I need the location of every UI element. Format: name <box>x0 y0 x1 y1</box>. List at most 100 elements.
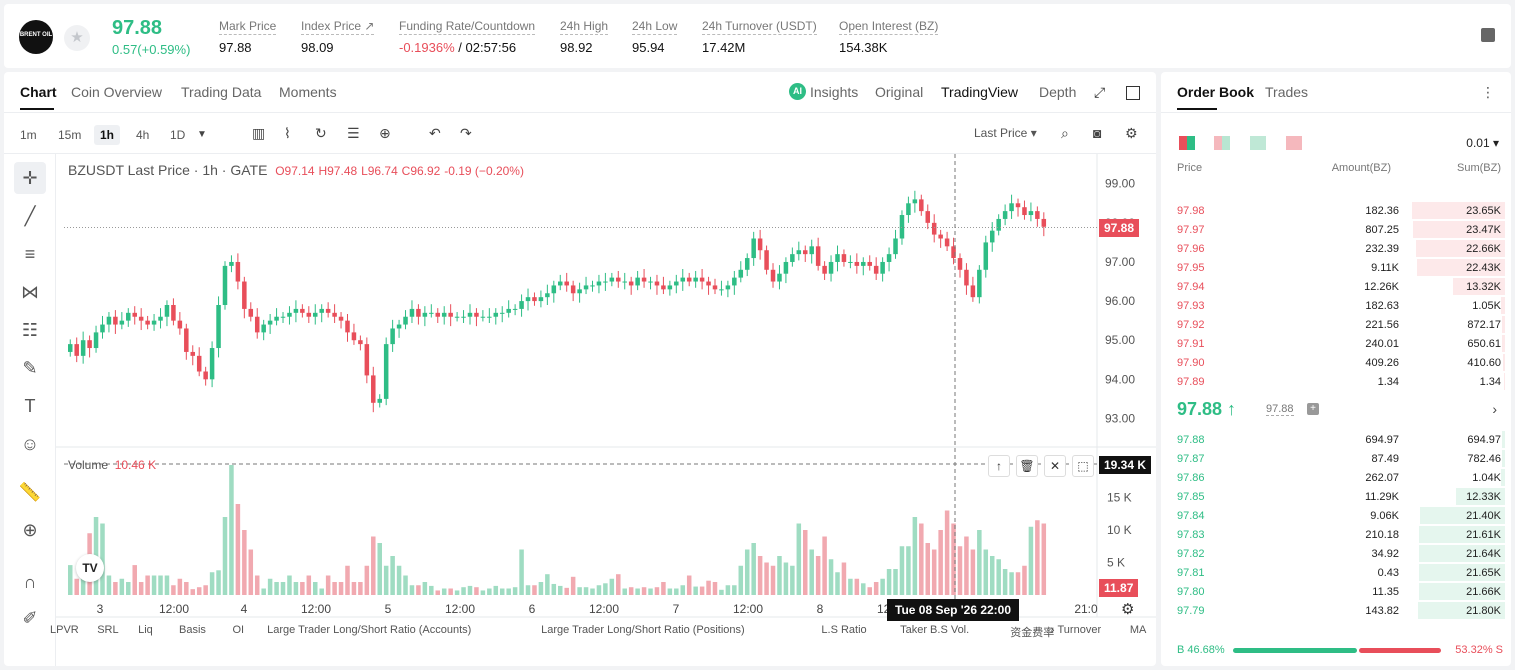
tradingview-logo-icon[interactable]: TV <box>76 554 104 582</box>
pencil-lock-tool-icon[interactable]: ✐ <box>22 608 38 628</box>
ruler-tool-icon[interactable]: 📏 <box>18 482 42 502</box>
timeframe-1d[interactable]: 1D <box>170 128 186 142</box>
indicator-toggle[interactable]: OI <box>232 624 245 636</box>
tab-moments[interactable]: Moments <box>279 84 337 100</box>
bid-row[interactable]: 97.85 11.29K 12.33K <box>1161 487 1511 506</box>
ask-row[interactable]: 97.96 232.39 22.66K <box>1161 239 1511 258</box>
tab-trades[interactable]: Trades <box>1265 84 1309 100</box>
pattern-tool-icon[interactable]: ⋈ <box>21 282 39 302</box>
magnet-tool-icon[interactable]: ∩ <box>23 572 37 592</box>
chevron-right-icon[interactable]: › <box>1492 401 1497 417</box>
tab-chart[interactable]: Chart <box>20 84 57 100</box>
timeframe-15m[interactable]: 15m <box>58 128 82 142</box>
replay-icon[interactable]: ↻ <box>315 125 327 141</box>
view-insights[interactable]: Insights <box>810 84 859 100</box>
indicator-toggle[interactable]: SRL <box>97 624 119 636</box>
ask-row[interactable]: 97.91 240.01 650.61 <box>1161 334 1511 353</box>
ask-row[interactable]: 97.97 807.25 23.47K <box>1161 220 1511 239</box>
horizontal-lines-tool-icon[interactable]: ≡ <box>24 244 36 264</box>
both-sides-view-icon[interactable] <box>1179 136 1195 150</box>
indicator-toggle[interactable]: L.S Ratio <box>821 624 867 636</box>
emoji-tool-icon[interactable]: ☺ <box>20 434 40 454</box>
settings-gear-icon[interactable]: ⚙ <box>1125 125 1138 141</box>
indicator-toggle[interactable]: Taker B.S Vol. <box>900 624 970 636</box>
add-indicator-icon[interactable]: ⊕ <box>379 125 391 141</box>
indicator-toggle[interactable]: LPVR <box>50 624 79 636</box>
indicator-toggle[interactable]: MA <box>1129 624 1147 636</box>
depth-bar <box>1501 469 1505 486</box>
ask-row[interactable]: 97.94 12.26K 13.32K <box>1161 277 1511 296</box>
ask-row[interactable]: 97.93 182.63 1.05K <box>1161 296 1511 315</box>
brush-tool-icon[interactable]: ✎ <box>22 358 38 378</box>
asks-only-view-icon[interactable] <box>1286 136 1302 150</box>
candle-body <box>1028 211 1034 216</box>
fibonacci-tool-icon[interactable]: ☷ <box>21 320 39 340</box>
ask-row[interactable]: 97.95 9.11K 22.43K <box>1161 258 1511 277</box>
move-up-icon[interactable]: ↑ <box>988 455 1010 477</box>
bid-row[interactable]: 97.81 0.43 21.65K <box>1161 563 1511 582</box>
bid-row[interactable]: 97.88 694.97 694.97 <box>1161 430 1511 449</box>
ask-row[interactable]: 97.90 409.26 410.60 <box>1161 353 1511 372</box>
more-options-icon[interactable]: ⋮ <box>1481 84 1495 100</box>
volume-bar <box>532 585 537 595</box>
bid-row[interactable]: 97.83 210.18 21.61K <box>1161 525 1511 544</box>
search-icon[interactable]: ⌕ <box>1061 125 1069 141</box>
tab-coin-overview[interactable]: Coin Overview <box>71 84 163 100</box>
tab-order-book[interactable]: Order Book <box>1177 84 1255 100</box>
bid-row[interactable]: 97.80 11.35 21.66K <box>1161 582 1511 601</box>
view-tradingview[interactable]: TradingView <box>941 84 1019 100</box>
indicator-toggle[interactable]: Basis <box>179 624 206 636</box>
indicator-scroll-right-icon[interactable]: › <box>1050 621 1055 637</box>
candle-body <box>790 254 795 262</box>
bid-row[interactable]: 97.84 9.06K 21.40K <box>1161 506 1511 525</box>
undo-icon[interactable]: ↶ <box>429 125 441 141</box>
indicator-toggle[interactable]: Large Trader Long/Short Ratio (Positions… <box>541 624 745 636</box>
timeframe-1h[interactable]: 1h <box>94 125 121 145</box>
volume-bar <box>719 589 724 595</box>
timeframe-1m[interactable]: 1m <box>20 128 37 142</box>
zoom-in-tool-icon[interactable]: ⊕ <box>22 520 38 540</box>
maximize-pane-icon[interactable]: ⬚ <box>1072 455 1094 477</box>
indicators-icon[interactable]: ⌇ <box>284 125 291 141</box>
fullscreen-icon[interactable] <box>1126 86 1140 100</box>
bid-row[interactable]: 97.82 34.92 21.64K <box>1161 544 1511 563</box>
price-tick-label: 95.00 <box>1105 333 1135 347</box>
candle-body <box>416 308 421 317</box>
collapse-icon[interactable]: ✕ <box>1044 455 1066 477</box>
timeframe-dropdown-icon[interactable]: ▼ <box>197 129 207 140</box>
bid-row[interactable]: 97.87 87.49 782.46 <box>1161 449 1511 468</box>
timeframe-4h[interactable]: 4h <box>136 128 150 142</box>
favorite-star-icon[interactable]: ★ <box>64 25 90 51</box>
redo-icon[interactable]: ↷ <box>460 125 472 141</box>
delete-icon[interactable]: 🗑 <box>1016 455 1038 477</box>
text-tool-icon[interactable]: T <box>24 396 36 416</box>
bid-row[interactable]: 97.79 143.82 21.80K <box>1161 601 1511 620</box>
bids-only-view-icon[interactable] <box>1250 136 1266 150</box>
templates-icon[interactable]: ☰ <box>347 125 360 141</box>
camera-icon[interactable]: ◙ <box>1093 125 1102 141</box>
ask-row[interactable]: 97.92 221.56 872.17 <box>1161 315 1511 334</box>
ask-row[interactable]: 97.89 1.34 1.34 <box>1161 372 1511 391</box>
precision-select[interactable]: 0.01 ▾ <box>1466 136 1499 150</box>
ask-row[interactable]: 97.98 182.36 23.65K <box>1161 201 1511 220</box>
indicator-toggle[interactable]: Turnover <box>1057 624 1102 636</box>
view-original[interactable]: Original <box>875 84 924 100</box>
bid-ask-view-icon[interactable] <box>1214 136 1230 150</box>
tab-trading-data[interactable]: Trading Data <box>181 84 262 100</box>
bid-row[interactable]: 97.86 262.07 1.04K <box>1161 468 1511 487</box>
view-depth[interactable]: Depth <box>1039 84 1077 100</box>
candle-type-icon[interactable]: ▥ <box>252 125 266 141</box>
indicator-toggle[interactable]: Liq <box>138 624 153 636</box>
chart-settings-icon[interactable]: ⚙ <box>1121 601 1135 618</box>
indicator-toggle[interactable]: 资金费率 <box>1010 627 1055 639</box>
candle-body <box>190 351 196 356</box>
stat-index-price[interactable]: Index Price ↗ 98.09 <box>301 19 375 55</box>
trend-line-tool-icon[interactable]: ╱ <box>24 206 36 226</box>
book-icon[interactable] <box>1481 28 1495 42</box>
crosshair-tool-icon[interactable]: ✛ <box>14 162 46 194</box>
indicator-toggle[interactable]: Large Trader Long/Short Ratio (Accounts) <box>267 624 472 636</box>
expand-icon[interactable]: ⤢ <box>1094 84 1106 100</box>
price-type-select[interactable]: Last Price ▾ <box>974 126 1037 140</box>
volume-bar <box>680 585 686 595</box>
